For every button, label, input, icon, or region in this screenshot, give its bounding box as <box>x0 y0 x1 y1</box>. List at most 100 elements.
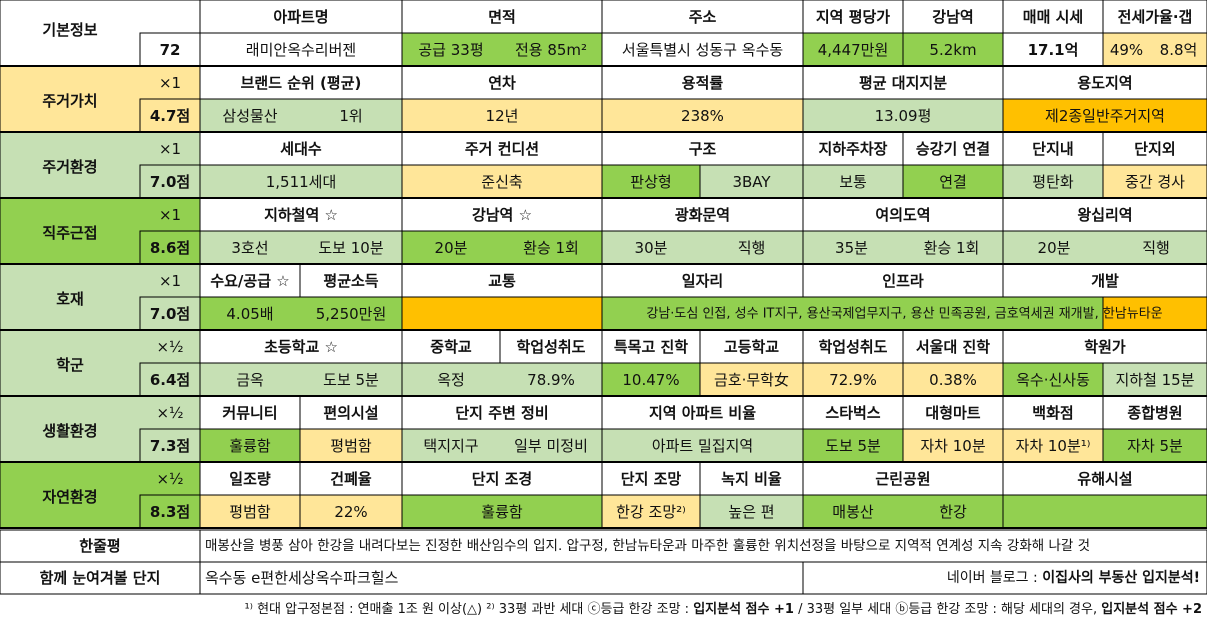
value: 20분 <box>435 239 468 257</box>
footnote: ¹⁾ 현대 압구정본점 : 연매출 1조 원 이상(△) ²⁾ 33평 과반 세… <box>245 602 1202 617</box>
value: 72.9% <box>829 371 877 389</box>
header: 지하주차장 <box>818 140 887 158</box>
header: 초등학교 ☆ <box>264 338 338 356</box>
cell <box>401 32 603 67</box>
cell <box>1002 428 1104 463</box>
header: 고등학교 <box>724 338 779 356</box>
cell <box>0 529 201 563</box>
header: 지역 아파트 비율 <box>649 404 756 422</box>
cell <box>401 0 603 34</box>
cell <box>1002 164 1104 199</box>
cell <box>0 561 201 595</box>
value: 일부 미정비 <box>514 437 588 455</box>
header: 특목고 진학 <box>614 338 688 356</box>
section-label: 호재 <box>56 290 84 308</box>
value: 금옥 <box>236 371 264 389</box>
score: 4.7점 <box>150 107 190 125</box>
value: 35분 <box>835 239 868 257</box>
header: 지역 평당가 <box>816 8 890 26</box>
header: 승강기 연결 <box>916 140 990 158</box>
value: 49% <box>1110 41 1143 59</box>
cell <box>1002 329 1207 364</box>
cell <box>601 461 701 496</box>
footnote-part: 입지분석 점수 +2 <box>1101 602 1202 617</box>
value: 자차 10분 <box>920 437 985 455</box>
value: 전용 85m² <box>515 41 587 59</box>
cell <box>802 395 904 430</box>
cell <box>1002 461 1207 496</box>
apartment-number: 72 <box>160 41 181 59</box>
value: 5.2km <box>929 41 976 59</box>
header: 단지 조망 <box>621 470 682 488</box>
value: 17.1억 <box>1028 41 1079 59</box>
section-label: 생활환경 <box>42 422 97 440</box>
cell <box>802 561 1207 595</box>
score-cell <box>139 296 201 331</box>
header: 건폐율 <box>330 470 372 488</box>
cell <box>802 230 1004 265</box>
score: 8.6점 <box>150 239 190 257</box>
cell <box>802 329 904 364</box>
header: 근린공원 <box>875 470 930 488</box>
cell <box>199 197 403 232</box>
header: 대형마트 <box>925 404 980 422</box>
cell <box>199 32 403 67</box>
header: 구조 <box>689 140 717 158</box>
value: 서울특별시 성동구 옥수동 <box>622 41 784 59</box>
cell <box>199 65 403 100</box>
value: 지하철 15분 <box>1115 371 1194 389</box>
header: 용도지역 <box>1077 74 1132 92</box>
header: 단지 조경 <box>472 470 532 488</box>
cell <box>199 329 403 364</box>
cell <box>802 0 904 34</box>
footnote-part: / 33평 일부 세대 ⓑ등급 한강 조망 : 해당 세대의 경우, <box>794 602 1101 617</box>
section-label: 주거환경 <box>42 158 97 176</box>
cell <box>1102 32 1207 67</box>
header: 단지내 <box>1032 140 1073 158</box>
value: 택지지구 <box>423 437 478 455</box>
cell <box>601 395 804 430</box>
score: 6.4점 <box>150 371 190 389</box>
value: 환승 1회 <box>523 239 579 257</box>
value: 도보 5분 <box>323 371 379 389</box>
score-cell <box>139 494 201 529</box>
cell <box>1102 131 1207 166</box>
value: 직행 <box>1142 239 1170 257</box>
cell <box>902 428 1004 463</box>
cell <box>601 0 804 34</box>
cell <box>401 428 603 463</box>
value: 0.38% <box>929 371 977 389</box>
header: 교통 <box>488 272 516 290</box>
header: 평균 대지지분 <box>859 74 947 92</box>
header: 편의시설 <box>323 404 378 422</box>
cell <box>1002 98 1207 133</box>
header: 일자리 <box>682 272 723 290</box>
header: 일조량 <box>229 470 271 488</box>
header: 주소 <box>689 8 717 26</box>
value: 78.9% <box>527 371 575 389</box>
cell <box>601 197 804 232</box>
score: 7.0점 <box>150 173 190 191</box>
value: 도보 10분 <box>318 239 383 257</box>
cell <box>601 32 804 67</box>
value: 제2종일반주거지역 <box>1045 107 1165 125</box>
section-label: 학군 <box>56 356 84 374</box>
cell <box>1002 131 1104 166</box>
blog-part: 이집사의 부동산 입지분석! <box>1042 569 1200 586</box>
cell <box>902 0 1004 34</box>
cell <box>199 164 403 199</box>
value: 13.09평 <box>875 107 932 125</box>
score: 7.0점 <box>150 305 190 323</box>
header: 연차 <box>488 74 516 92</box>
header: 브랜드 순위 (평균) <box>241 74 362 92</box>
cell <box>802 362 904 397</box>
cell <box>1002 0 1104 34</box>
weight: ×1 <box>159 272 181 290</box>
header: 강남역 <box>932 8 973 26</box>
related-label: 함께 눈여겨볼 단지 <box>40 569 161 587</box>
header: 학원가 <box>1084 338 1126 356</box>
value: 4,447만원 <box>818 41 889 59</box>
score-cell <box>139 164 201 199</box>
cell <box>199 131 403 166</box>
header: 단지외 <box>1134 140 1175 158</box>
